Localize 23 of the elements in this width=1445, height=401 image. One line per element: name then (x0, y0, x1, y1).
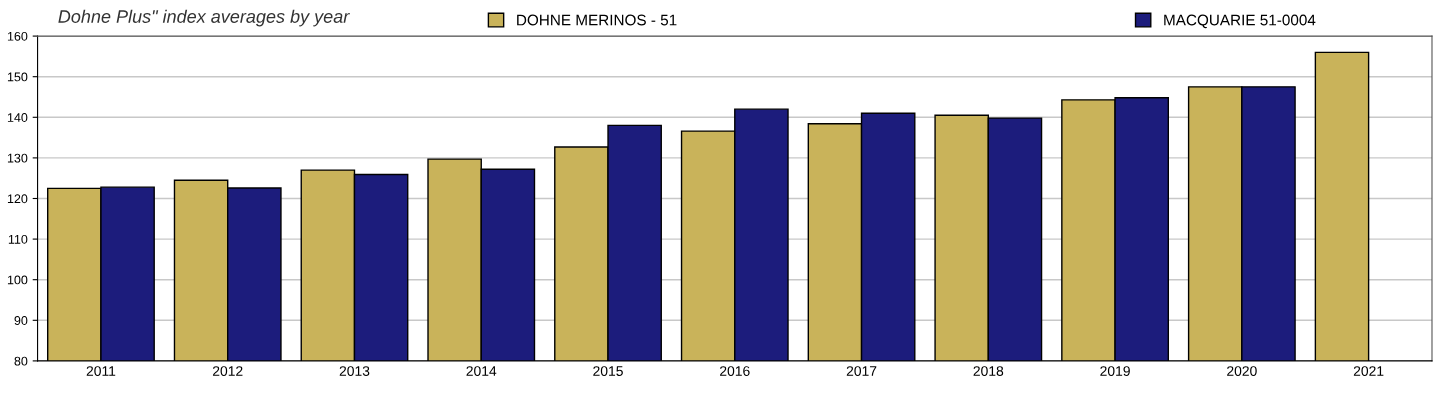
x-tick-label: 2018 (973, 366, 1004, 376)
y-tick-label: 120 (7, 194, 28, 204)
y-tick-label: 80 (14, 356, 28, 366)
y-tick-label: 110 (8, 234, 28, 244)
x-tick-label: 2013 (339, 366, 370, 376)
chart-title: Dohne Plus" index averages by year (58, 9, 350, 27)
legend-label: DOHNE MERINOS - 51 (517, 14, 677, 26)
x-tick-label: 2016 (720, 366, 750, 376)
x-tick-label: 2017 (846, 366, 877, 376)
y-tick-label: 90 (14, 316, 28, 325)
x-tick-label: 2021 (1353, 366, 1384, 376)
y-tick-label: 100 (7, 275, 28, 285)
y-tick-label: 140 (7, 113, 28, 122)
x-tick-label: 2020 (1227, 366, 1257, 376)
x-tick-label: 2015 (593, 366, 623, 376)
x-tick-label: 2014 (466, 366, 497, 376)
x-tick-label: 2019 (1100, 366, 1130, 376)
y-tick-label: 130 (7, 153, 28, 163)
x-tick-label: 2012 (212, 366, 243, 376)
y-tick-label: 160 (7, 31, 28, 41)
x-tick-label: 2011 (86, 366, 116, 376)
legend-label: MACQUARIE 51-0004 (1164, 14, 1316, 29)
y-tick-label: 150 (7, 72, 28, 82)
